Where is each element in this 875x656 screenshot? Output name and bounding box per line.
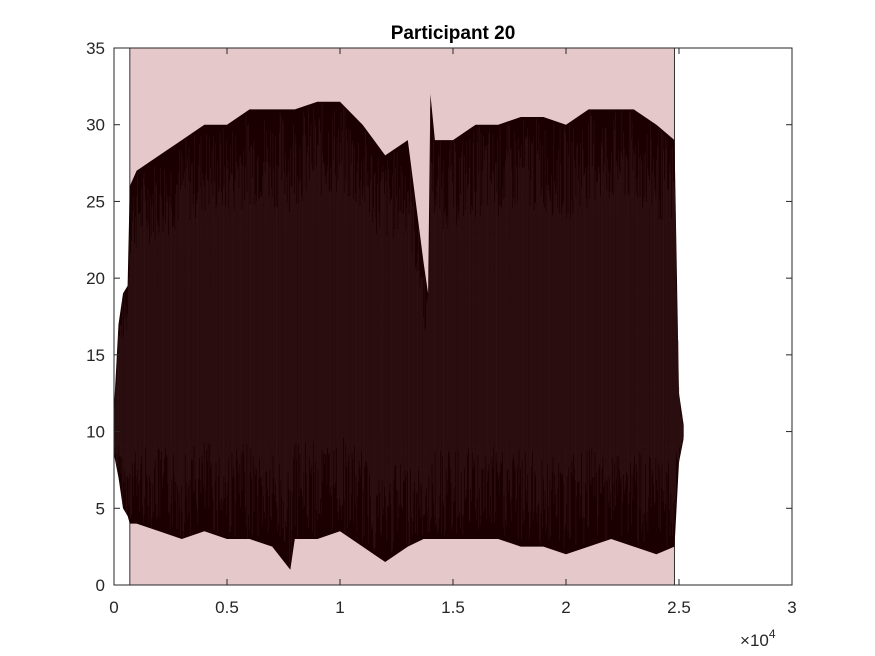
x-tick-label: 1 (335, 598, 344, 617)
x-tick-label: 2 (561, 598, 570, 617)
x-tick-label: 0 (109, 598, 118, 617)
y-tick-label: 20 (86, 269, 105, 288)
y-tick-label: 15 (86, 346, 105, 365)
x-tick-label: 3 (787, 598, 796, 617)
x-axis-exponent: ×104 (740, 627, 776, 650)
x-exponent-times: × (740, 631, 750, 650)
chart-title: Participant 20 (391, 23, 516, 44)
y-tick-label: 30 (86, 116, 105, 135)
x-tick-label: 0.5 (215, 598, 239, 617)
y-tick-label: 0 (96, 576, 105, 595)
y-tick-label: 35 (86, 39, 105, 58)
x-exponent-power: 4 (769, 627, 776, 641)
y-tick-label: 25 (86, 192, 105, 211)
series-layer (113, 94, 684, 570)
y-tick-label: 5 (96, 499, 105, 518)
y-tick-label: 10 (86, 423, 105, 442)
x-exponent-base: 10 (750, 631, 769, 650)
x-tick-label: 1.5 (441, 598, 465, 617)
x-tick-label: 2.5 (667, 598, 691, 617)
